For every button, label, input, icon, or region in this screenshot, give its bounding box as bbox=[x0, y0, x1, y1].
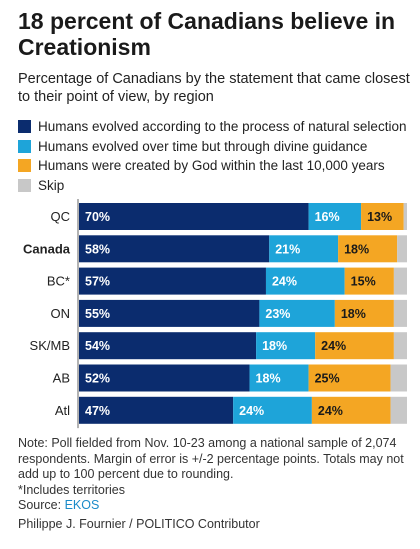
legend-label: Humans were created by God within the la… bbox=[38, 158, 385, 174]
category-label: QC bbox=[51, 209, 71, 224]
data-label: 18% bbox=[341, 307, 366, 321]
category-label: Atl bbox=[55, 403, 70, 418]
data-label: 13% bbox=[367, 210, 392, 224]
category-label: AB bbox=[53, 371, 70, 386]
bar-segment bbox=[390, 364, 407, 392]
stacked-bar-chart: QC 70% 16% 13% Canada 58% 21% 18% BC* 57% 24% 15% ON… bbox=[23, 199, 407, 429]
territories-footnote: *Includes territories bbox=[18, 482, 125, 497]
bar-segment bbox=[361, 203, 404, 230]
bar-segment bbox=[79, 235, 270, 263]
data-label: 18% bbox=[256, 372, 281, 386]
bar-segment bbox=[269, 235, 339, 263]
bar-segment bbox=[334, 299, 394, 327]
bar-segment bbox=[265, 267, 345, 295]
data-label: 47% bbox=[85, 404, 110, 418]
data-label: 58% bbox=[85, 242, 110, 256]
legend-swatch bbox=[18, 139, 31, 153]
bar-segment bbox=[79, 332, 257, 360]
legend-item: Humans evolved over time but through div… bbox=[18, 137, 413, 157]
legend-swatch bbox=[18, 120, 31, 134]
data-label: 18% bbox=[344, 242, 369, 256]
bar-segment bbox=[397, 235, 407, 263]
data-label: 54% bbox=[85, 339, 110, 353]
data-label: 21% bbox=[275, 242, 300, 256]
legend-swatch bbox=[18, 178, 31, 192]
category-label: ON bbox=[51, 306, 71, 321]
bar-segment bbox=[338, 235, 398, 263]
bar-segment bbox=[79, 364, 250, 392]
data-label: 15% bbox=[351, 275, 376, 289]
category-label: SK/MB bbox=[30, 338, 70, 353]
bar-segment bbox=[233, 396, 312, 424]
data-label: 24% bbox=[318, 404, 343, 418]
bar-segment bbox=[393, 267, 407, 295]
category-label: BC* bbox=[47, 274, 70, 289]
data-label: 70% bbox=[85, 210, 110, 224]
footnote: Note: Poll fielded from Nov. 10-23 among… bbox=[18, 436, 413, 514]
legend-label: Humans evolved over time but through div… bbox=[38, 138, 368, 154]
bar-segment bbox=[390, 396, 407, 424]
data-label: 25% bbox=[315, 372, 340, 386]
source-line: Source: EKOS bbox=[18, 498, 413, 514]
legend-swatch bbox=[18, 159, 31, 173]
legend-item: Skip bbox=[18, 176, 413, 196]
data-label: 55% bbox=[85, 307, 110, 321]
bar-segment bbox=[79, 299, 260, 327]
data-label: 16% bbox=[315, 210, 340, 224]
bar-segment bbox=[403, 203, 407, 230]
data-label: 24% bbox=[239, 404, 264, 418]
methodology-note: Note: Poll fielded from Nov. 10-23 among… bbox=[18, 436, 404, 481]
data-label: 18% bbox=[262, 339, 287, 353]
credit-line: Philippe J. Fournier / POLITICO Contribu… bbox=[18, 517, 260, 531]
data-label: 57% bbox=[85, 275, 110, 289]
bar-segment bbox=[249, 364, 309, 392]
legend-item: Humans were created by God within the la… bbox=[18, 156, 413, 176]
source-link[interactable]: EKOS bbox=[64, 498, 100, 512]
bar-segment bbox=[311, 396, 391, 424]
bar-segment bbox=[256, 332, 316, 360]
bar-segment bbox=[259, 299, 335, 327]
chart-title: 18 percent of Canadians believe in Creat… bbox=[18, 8, 396, 60]
bar-segment bbox=[79, 396, 234, 424]
bar-segment bbox=[393, 332, 407, 360]
bar-segment bbox=[79, 267, 266, 295]
legend-label: Skip bbox=[38, 177, 65, 193]
legend-item: Humans evolved according to the process … bbox=[18, 117, 413, 137]
bar-segment bbox=[308, 364, 391, 392]
data-label: 52% bbox=[85, 372, 110, 386]
data-label: 24% bbox=[272, 275, 297, 289]
legend: Humans evolved according to the process … bbox=[18, 117, 413, 195]
category-label: Canada bbox=[23, 241, 71, 256]
bar-segment bbox=[308, 203, 362, 230]
data-label: 23% bbox=[265, 307, 290, 321]
bar-segment bbox=[393, 299, 407, 327]
bar-segment bbox=[315, 332, 394, 360]
legend-label: Humans evolved according to the process … bbox=[38, 119, 407, 135]
chart-subtitle: Percentage of Canadians by the statement… bbox=[18, 71, 410, 105]
data-label: 24% bbox=[321, 339, 346, 353]
bar-segment bbox=[79, 203, 309, 230]
source-label: Source: bbox=[18, 498, 65, 512]
bar-segment bbox=[344, 267, 394, 295]
